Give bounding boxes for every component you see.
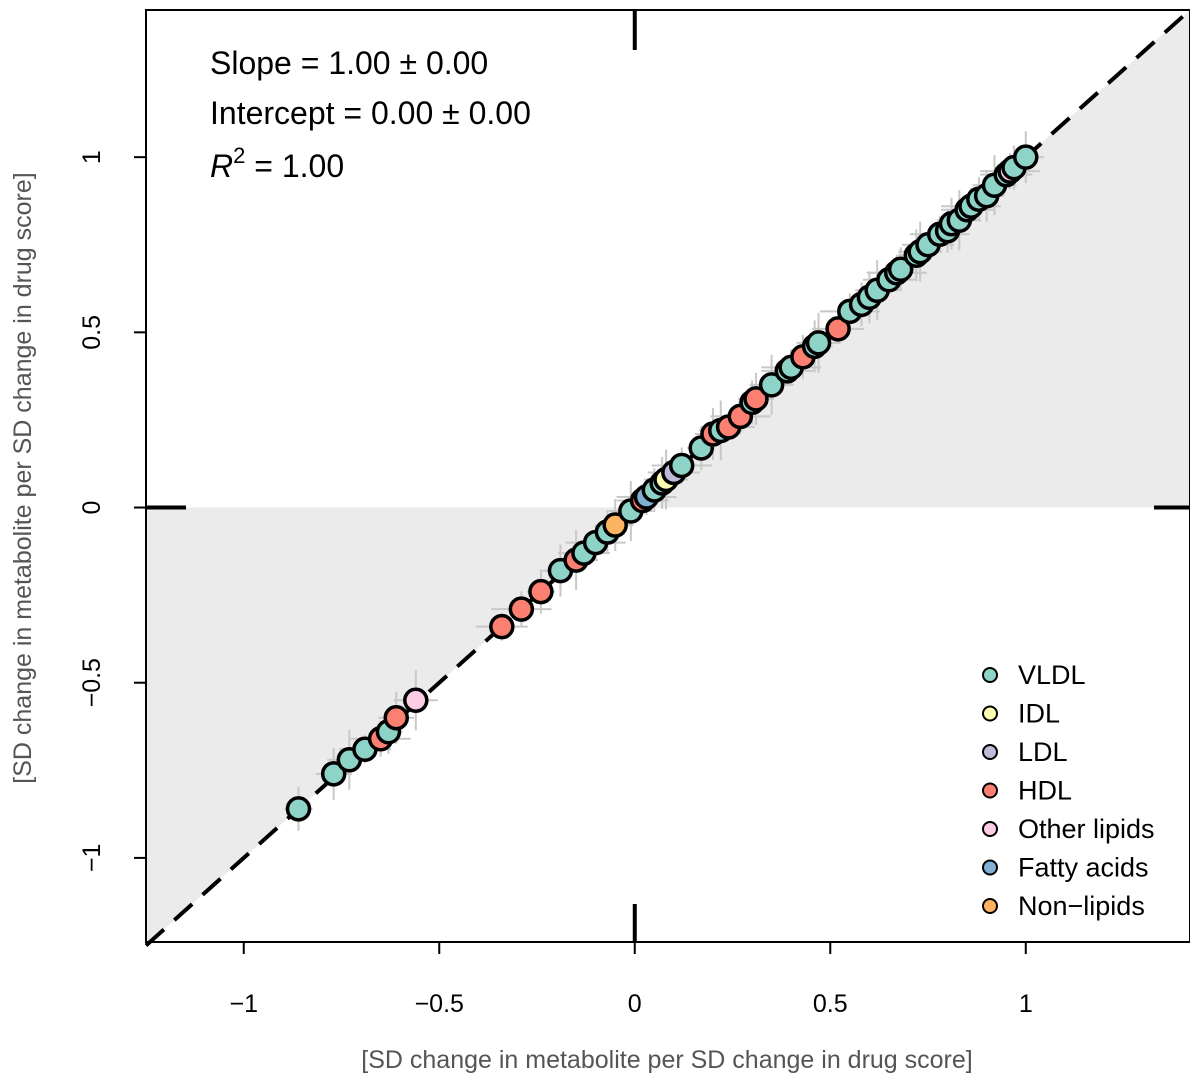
legend-swatch: [982, 705, 998, 722]
data-point: [489, 613, 515, 640]
x-tick-label: 1: [1019, 990, 1033, 1018]
legend-swatch: [982, 667, 998, 683]
zero-cross-markers: [146, 10, 1190, 942]
data-point: [825, 316, 851, 342]
data-point: [285, 796, 312, 822]
plot-frame: [145, 9, 1190, 943]
legend-label: VLDL: [1018, 660, 1086, 690]
data-point: [383, 705, 409, 731]
data-points: [285, 144, 1039, 822]
r-squared-annotation: R2 = 1.00: [210, 143, 344, 184]
legend-swatch: [982, 898, 998, 914]
legend-label: LDL: [1018, 737, 1068, 767]
y-tick-label: 1: [78, 150, 106, 164]
y-axis-title: [SD change in metabolite per SD change i…: [9, 172, 37, 783]
x-tick-label: −0.5: [415, 990, 464, 1018]
legend-label: Fatty acids: [1018, 853, 1149, 883]
slope-annotation: Slope = 1.00 ± 0.00: [210, 45, 488, 81]
data-point: [805, 330, 832, 356]
y-tick-label: −0.5: [78, 658, 106, 707]
data-point: [668, 452, 695, 479]
data-point: [743, 386, 769, 412]
legend-label: Other lipids: [1018, 814, 1155, 844]
data-point: [508, 596, 535, 622]
data-point: [403, 687, 429, 713]
data-point: [602, 512, 628, 538]
y-tick-label: −1: [78, 844, 106, 873]
legend-swatch: [982, 744, 998, 760]
data-point: [758, 372, 785, 398]
x-tick-label: 0.5: [813, 990, 848, 1018]
y-tick-label: 0: [78, 501, 106, 515]
legend-swatch: [982, 821, 998, 837]
y-axis: −1 −0.5 0 0.5 1: [78, 150, 146, 872]
intercept-annotation: Intercept = 0.00 ± 0.00: [210, 95, 531, 131]
x-axis: −1 −0.5 0 0.5 1: [229, 942, 1033, 1018]
x-axis-title: [SD change in metabolite per SD change i…: [361, 1046, 972, 1074]
stats-annotation: Slope = 1.00 ± 0.00 Intercept = 0.00 ± 0…: [210, 45, 531, 184]
legend-swatch: [982, 859, 998, 876]
data-point: [1013, 144, 1039, 170]
legend-label: Non−lipids: [1018, 891, 1145, 921]
legend-label: HDL: [1018, 776, 1072, 806]
y-tick-label: 0.5: [78, 315, 106, 350]
legend-label: IDL: [1018, 699, 1060, 729]
data-point: [528, 578, 554, 605]
x-tick-label: 0: [628, 990, 642, 1018]
legend-swatch: [982, 782, 998, 799]
x-tick-label: −1: [229, 990, 258, 1018]
data-point: [320, 761, 347, 787]
data-point: [887, 256, 914, 283]
legend: VLDL IDL LDL HDL Other lipids Fatty acids Non−…: [982, 660, 1155, 921]
